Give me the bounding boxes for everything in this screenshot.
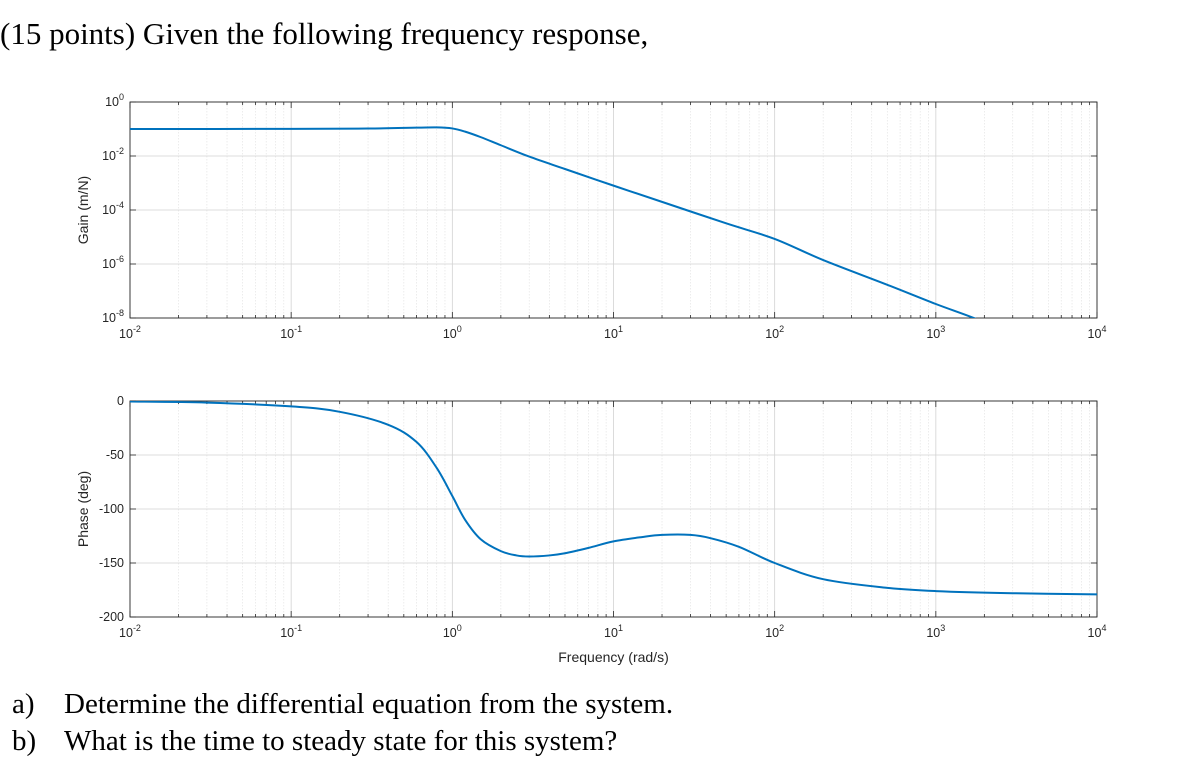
gain-x-tick-label: 10-2 [119,324,141,341]
gain-x-tick-label: 103 [926,324,945,341]
gain-x-tick-label: 100 [443,324,462,341]
gain-y-tick-label: 10-8 [102,308,124,325]
question-b: b) What is the time to steady state for t… [12,725,617,758]
phase-ticks [129,400,1098,618]
question-b-text: What is the time to steady state for thi… [64,725,618,757]
phase-y-axis-label: Phase (deg) [75,471,91,547]
gain-x-tick-label: 101 [604,324,623,341]
phase-x-tick-label: 101 [604,623,623,640]
phase-series-line [130,401,1097,596]
phase-x-tick-label: 100 [443,623,462,640]
phase-plot: 10-2 10-1 100 101 102 103 104 0 -50 -100 -150 -200 P… [75,394,1106,665]
phase-x-tick-label: 10-1 [280,623,302,640]
phase-y-tick-label: 0 [117,394,124,408]
gain-axes-box [129,101,1098,319]
phase-x-tick-label: 102 [765,623,784,640]
gain-y-tick-label: 10-6 [102,254,124,271]
phase-x-tick-label: 10-2 [119,623,141,640]
question-b-label: b) [12,725,37,757]
phase-y-tick-label: -100 [99,502,124,516]
phase-x-tick-label: 103 [926,623,945,640]
gain-y-tick-label: 10-4 [102,200,124,217]
gain-x-tick-label: 10-1 [280,324,302,341]
gain-x-tick-label: 104 [1088,324,1107,341]
phase-y-tick-label: -200 [99,610,124,624]
phase-y-tick-label: -150 [99,556,124,570]
gain-x-tick-label: 102 [765,324,784,341]
question-a-label: a) [12,688,35,720]
gain-y-tick-label: 100 [105,92,124,109]
gain-series-line [130,126,977,318]
gain-y-tick-label: 10-2 [102,146,124,163]
question-a-text: Determine the differential equation from… [64,688,674,720]
gain-plot: 10-2 10-1 100 101 102 103 104 100 10-2 10-4 10-6 10… [75,92,1107,341]
phase-x-axis-label: Frequency (rad/s) [558,649,668,665]
phase-y-tick-label: -50 [106,448,124,462]
question-a: a) Determine the differential equation fr… [12,688,673,721]
phase-x-tick-label: 104 [1088,623,1107,640]
phase-axes-box [129,400,1098,618]
question-title: (15 points) Given the following frequenc… [0,16,649,51]
gain-y-axis-label: Gain (m/N) [75,176,91,244]
